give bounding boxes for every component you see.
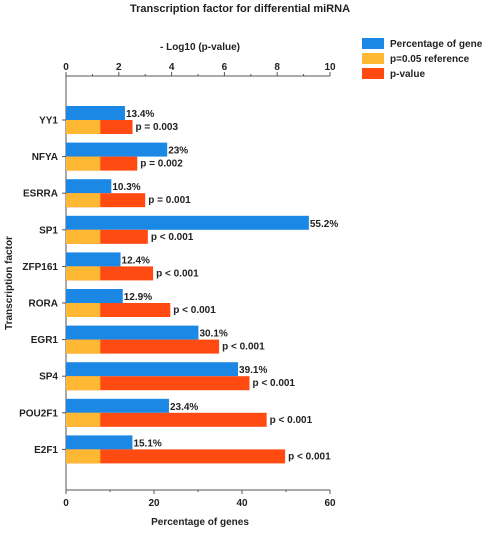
bar-reference [66,156,101,171]
legend-swatch [362,68,384,79]
bar-p-value [66,449,286,464]
p-value-label: p = 0.001 [148,195,191,206]
category-label: NFYA [32,152,58,163]
legend-label: Percentage of gene [390,39,483,50]
percentage-label: 13.4% [126,109,154,120]
p-value-label: p < 0.001 [288,451,331,462]
bar-percentage [66,435,133,450]
category-label: POU2F1 [19,408,58,419]
p-value-label: p = 0.003 [136,122,179,133]
bar-percentage [66,289,123,303]
percentage-label: 23.4% [170,402,198,413]
p-value-label: p < 0.001 [151,232,194,243]
legend-label: p-value [390,69,425,80]
legend-label: p=0.05 reference [390,54,470,65]
category-label: SP4 [39,372,58,383]
bar-percentage [66,142,168,157]
legend: Percentage of gene p=0.05 reference p-valu… [362,38,483,80]
p-value-label: p < 0.001 [270,415,313,426]
bar-reference [66,412,101,427]
category-label: E2F1 [34,445,58,456]
data-labels: 13.4% p = 0.003 23% p = 0.002 10.3% p = 0.001… [112,109,338,462]
bar-reference [66,229,101,244]
percentage-label: 55.2% [310,219,338,230]
bottom-tick-label: 0 [63,498,69,509]
bottom-tick-label: 20 [148,498,160,509]
p-value-label: p < 0.001 [222,342,265,353]
bottom-tick-label: 40 [236,498,248,509]
category-label: YY1 [39,116,58,127]
bar-percentage [66,252,121,267]
percentage-label: 10.3% [112,182,140,193]
percentage-label: 12.4% [122,255,150,266]
top-tick-label: 2 [116,62,122,73]
percentage-label: 12.9% [124,292,152,303]
category-label: EGR1 [31,335,59,346]
bar-percentage [66,179,112,194]
p-value-label: p < 0.001 [173,305,216,316]
y-axis-label: Transcription factor [4,236,15,330]
bar-percentage [66,215,309,230]
percentage-label: 30.1% [199,329,227,340]
bottom-tick-label: 60 [324,498,336,509]
x-axis-label: Percentage of genes [151,517,249,528]
top-axis-label: - Log10 (p-value) [160,42,240,53]
top-axis: 0 2 4 6 8 10 [63,62,336,77]
bar-percentage [66,398,169,413]
bar-percentage [66,362,239,377]
bar-p-value [66,339,220,354]
category-label: ESRRA [23,189,58,200]
top-tick-label: 0 [63,62,69,73]
percentage-label: 15.1% [133,438,161,449]
category-label: SP1 [39,225,58,236]
bar-reference [66,266,101,281]
bottom-axis: 0 20 40 60 [63,489,336,509]
top-tick-label: 8 [274,62,280,73]
category-labels: YY1 NFYA ESRRA SP1 ZFP161 RORA EGR1 SP4 POU2F1 E2… [19,116,66,456]
percentage-label: 39.1% [239,365,267,376]
p-value-label: p < 0.001 [252,378,295,389]
percentage-label: 23% [168,146,188,157]
top-tick-label: 6 [222,62,228,73]
top-tick-label: 4 [169,62,175,73]
bars [66,106,309,464]
bar-reference [66,376,101,391]
chart-title: Transcription factor for differential mi… [130,3,350,15]
p-value-label: p < 0.001 [156,268,199,279]
bar-reference [66,193,101,208]
top-tick-label: 10 [324,62,336,73]
bar-p-value [66,376,250,391]
bar-reference [66,449,101,464]
legend-swatch [362,53,384,64]
legend-swatch [362,38,384,49]
bar-p-value [66,412,267,427]
bar-percentage [66,106,125,120]
bar-reference [66,339,101,354]
category-label: RORA [29,299,58,310]
category-label: ZFP161 [22,262,58,273]
bar-percentage [66,325,199,340]
p-value-label: p = 0.002 [140,159,183,170]
bar-reference [66,120,101,134]
bar-reference [66,303,101,317]
